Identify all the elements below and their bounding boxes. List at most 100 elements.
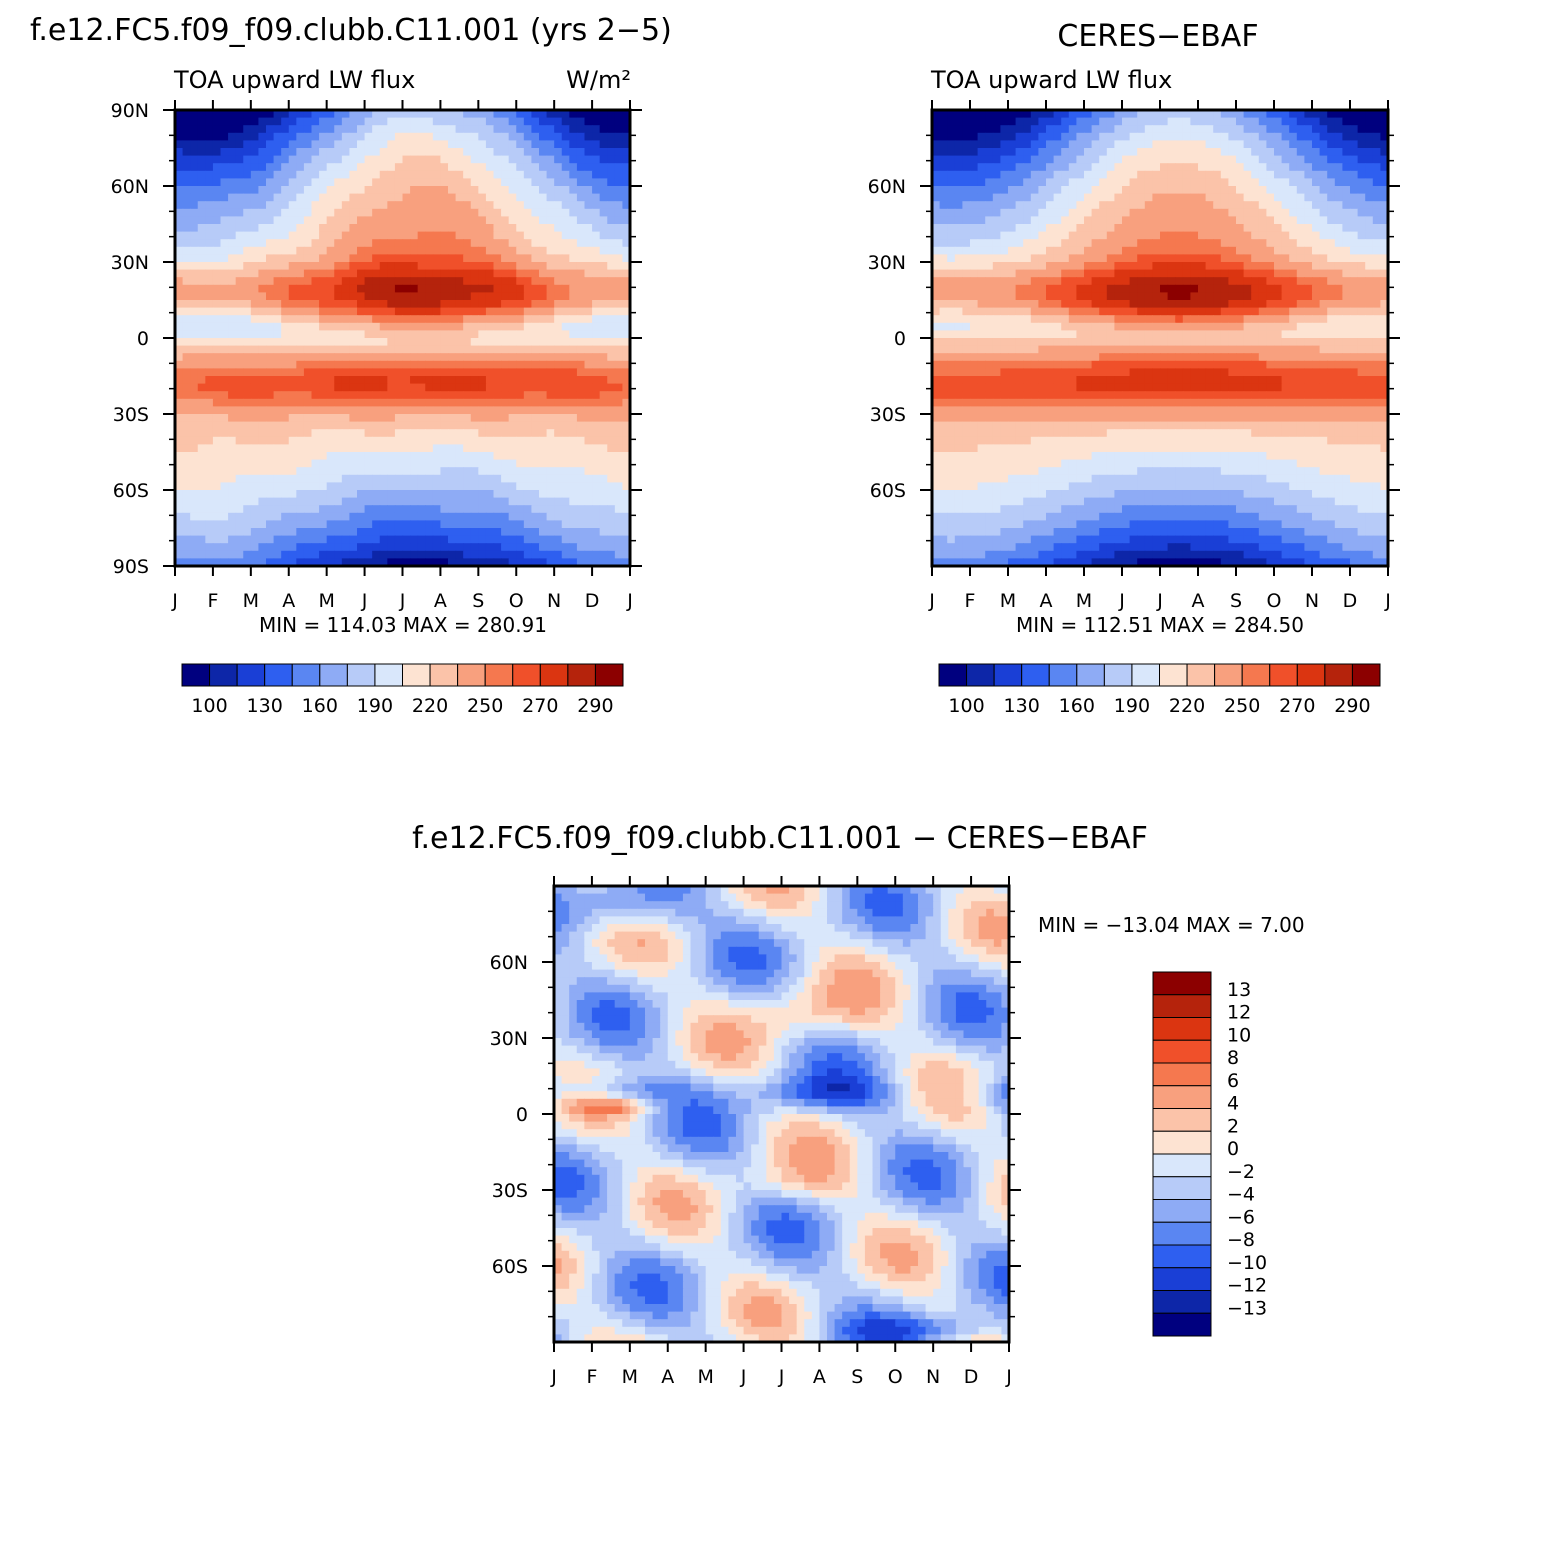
heat-cell	[485, 368, 495, 377]
heat-cell	[250, 490, 260, 499]
heat-cell	[319, 520, 328, 529]
heat-cell	[326, 208, 335, 217]
heat-cell	[326, 383, 335, 392]
heat-cell	[561, 482, 570, 491]
heat-cell	[561, 155, 570, 164]
heat-cell	[349, 277, 358, 286]
heat-cell	[334, 277, 343, 286]
heat-cell	[319, 368, 328, 377]
heat-cell	[417, 110, 426, 119]
heat-cell	[1129, 125, 1138, 134]
heat-cell	[319, 421, 328, 430]
heat-cell	[250, 376, 260, 385]
heat-cell	[546, 254, 555, 263]
heat-cell	[531, 246, 540, 255]
heat-cell	[622, 414, 631, 423]
heat-cell	[501, 186, 510, 195]
heat-cell	[455, 368, 464, 377]
heat-cell	[175, 125, 184, 134]
heat-cell	[607, 345, 616, 354]
heat-cell	[455, 383, 464, 392]
heat-cell	[440, 520, 449, 529]
heat-cell	[554, 528, 563, 537]
heat-cell	[1251, 117, 1260, 126]
heat-cell	[1213, 117, 1222, 126]
heat-cell	[212, 360, 222, 369]
heat-cell	[379, 231, 388, 240]
heat-cell	[1144, 170, 1153, 179]
heat-cell	[197, 292, 206, 301]
heat-cell	[1144, 148, 1153, 157]
heat-cell	[258, 246, 267, 255]
heat-cell	[303, 132, 313, 141]
heat-cell	[947, 178, 956, 187]
heat-cell	[970, 170, 979, 179]
heat-cell	[1160, 155, 1169, 164]
heat-cell	[1068, 117, 1077, 126]
heat-cell	[258, 421, 267, 430]
heat-cell	[939, 170, 948, 179]
heat-cell	[258, 467, 267, 476]
heat-cell	[592, 110, 601, 119]
heat-cell	[212, 406, 222, 415]
heat-cell	[349, 269, 358, 278]
heat-cell	[1205, 132, 1214, 141]
heat-cell	[311, 125, 320, 134]
heat-cell	[1228, 193, 1237, 202]
heat-cell	[478, 467, 487, 476]
heat-cell	[539, 452, 548, 461]
heat-cell	[190, 391, 199, 400]
heat-cell	[212, 132, 222, 141]
heat-cell	[1350, 201, 1359, 210]
heat-cell	[1129, 239, 1138, 248]
heat-cell	[410, 490, 419, 499]
heat-cell	[614, 292, 624, 301]
heat-cell	[1372, 163, 1381, 172]
heat-cell	[592, 246, 601, 255]
heat-cell	[379, 550, 388, 559]
heat-cell	[175, 315, 184, 324]
heat-cell	[1312, 224, 1321, 233]
heat-cell	[1281, 231, 1290, 240]
heat-cell	[592, 558, 601, 567]
heat-cell	[501, 231, 510, 240]
heat-cell	[1365, 155, 1374, 164]
heat-cell	[1236, 155, 1245, 164]
heat-cell	[516, 528, 525, 537]
heat-cell	[947, 125, 956, 134]
heat-cell	[501, 292, 510, 301]
heat-cell	[977, 254, 986, 263]
heat-cell	[1319, 186, 1328, 195]
heat-cell	[614, 360, 624, 369]
x-tick-label: J	[361, 590, 368, 612]
heat-cell	[1160, 224, 1169, 233]
heat-cell	[584, 550, 593, 559]
heat-cell	[493, 125, 502, 134]
heat-cell	[228, 186, 237, 195]
heat-cell	[607, 368, 616, 377]
heat-cell	[311, 284, 320, 293]
heat-cell	[455, 292, 464, 301]
heat-cell	[985, 125, 994, 134]
heat-cell	[349, 505, 358, 514]
heat-cell	[273, 269, 282, 278]
heat-cell	[235, 246, 244, 255]
heat-cell	[1304, 178, 1313, 187]
heat-cell	[516, 520, 525, 529]
heat-cell	[546, 330, 555, 339]
heat-cell	[1289, 224, 1298, 233]
colorbar-box	[512, 663, 541, 687]
heat-cell	[1091, 231, 1100, 240]
heat-cell	[1175, 208, 1184, 217]
heat-cell	[387, 474, 396, 483]
heat-cell	[212, 170, 222, 179]
heat-cell	[485, 429, 495, 438]
heat-cell	[463, 360, 472, 369]
heat-cell	[1334, 155, 1343, 164]
heat-cell	[182, 474, 191, 483]
heat-cell	[266, 284, 275, 293]
heat-cell	[281, 224, 290, 233]
heat-cell	[303, 421, 313, 430]
heat-cell	[1266, 208, 1275, 217]
heat-cell	[326, 148, 335, 157]
